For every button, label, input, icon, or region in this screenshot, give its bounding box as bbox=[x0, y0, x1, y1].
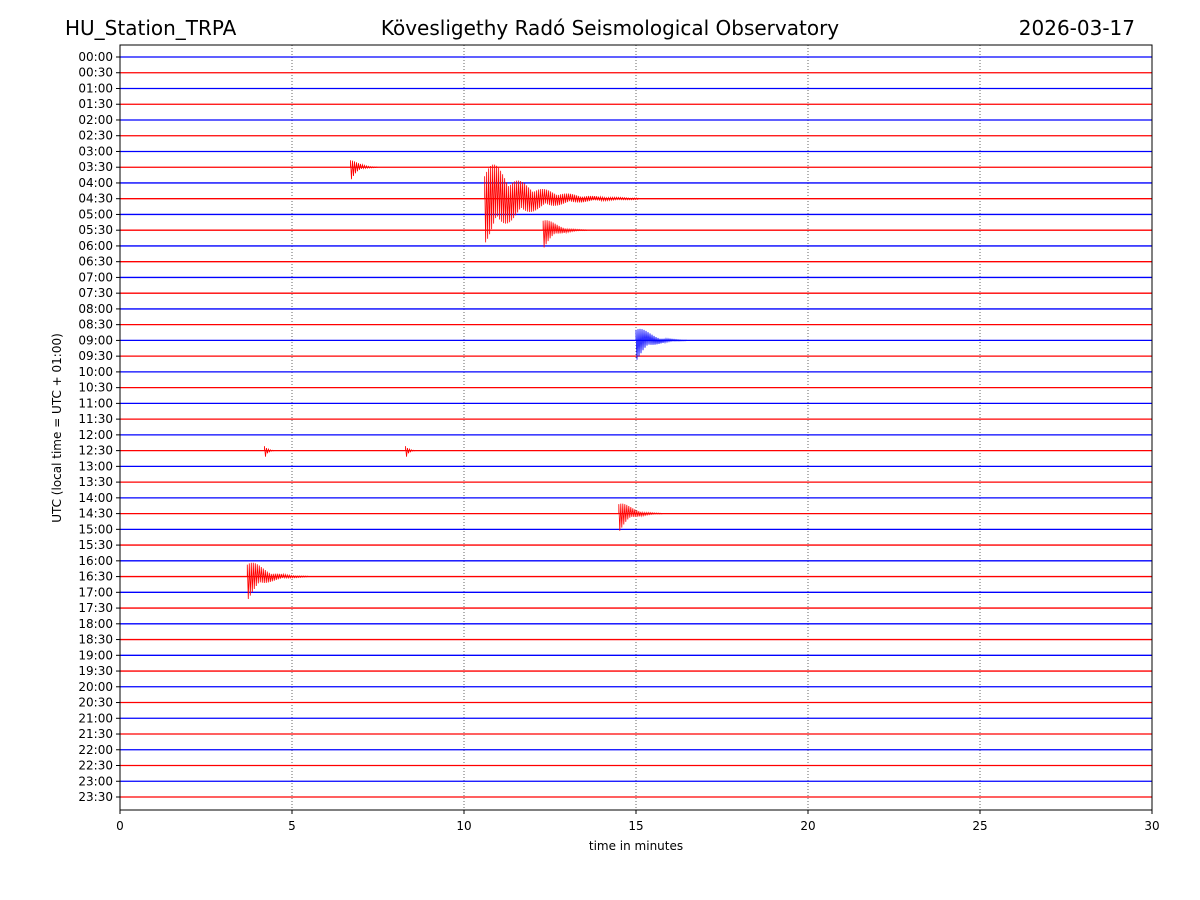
x-tick-label: 10 bbox=[456, 819, 471, 833]
y-tick-label: 05:30 bbox=[78, 223, 113, 237]
y-tick-label: 07:30 bbox=[78, 286, 113, 300]
y-tick-label: 21:00 bbox=[78, 711, 113, 725]
y-tick-label: 21:30 bbox=[78, 727, 113, 741]
y-tick-label: 10:00 bbox=[78, 365, 113, 379]
y-tick-label: 17:30 bbox=[78, 601, 113, 615]
y-tick-label: 17:00 bbox=[78, 585, 113, 599]
x-tick-label: 20 bbox=[800, 819, 815, 833]
y-tick-label: 06:30 bbox=[78, 255, 113, 269]
x-axis-label: time in minutes bbox=[589, 839, 683, 853]
event-waveform bbox=[264, 446, 275, 457]
y-tick-label: 11:30 bbox=[78, 412, 113, 426]
y-tick-label: 15:00 bbox=[78, 522, 113, 536]
station-label: HU_Station_TRPA bbox=[65, 16, 237, 40]
y-tick-label: 14:30 bbox=[78, 507, 113, 521]
x-tick-label: 25 bbox=[972, 819, 987, 833]
y-tick-label: 04:30 bbox=[78, 192, 113, 206]
y-tick-label: 00:30 bbox=[78, 66, 113, 80]
event-waveform bbox=[405, 446, 416, 457]
y-axis-label: UTC (local time = UTC + 01:00) bbox=[50, 333, 64, 523]
y-tick-label: 19:30 bbox=[78, 664, 113, 678]
event-waveform bbox=[618, 503, 664, 531]
x-tick-label: 15 bbox=[628, 819, 643, 833]
y-tick-label: 09:00 bbox=[78, 333, 113, 347]
y-tick-label: 02:30 bbox=[78, 129, 113, 143]
y-tick-label: 03:30 bbox=[78, 160, 113, 174]
event-waveform bbox=[635, 328, 688, 360]
y-tick-label: 16:30 bbox=[78, 570, 113, 584]
event-waveform bbox=[350, 160, 378, 180]
y-tick-label: 05:00 bbox=[78, 207, 113, 221]
y-tick-label: 00:00 bbox=[78, 50, 113, 64]
y-tick-label: 06:00 bbox=[78, 239, 113, 253]
x-tick-label: 5 bbox=[288, 819, 296, 833]
x-tick-label: 0 bbox=[116, 819, 124, 833]
date-label: 2026-03-17 bbox=[1019, 16, 1135, 40]
y-tick-label: 01:30 bbox=[78, 97, 113, 111]
y-tick-label: 13:00 bbox=[78, 459, 113, 473]
y-tick-label: 22:30 bbox=[78, 759, 113, 773]
y-tick-label: 07:00 bbox=[78, 270, 113, 284]
y-tick-label: 03:00 bbox=[78, 144, 113, 158]
y-tick-label: 10:30 bbox=[78, 381, 113, 395]
y-tick-label: 11:00 bbox=[78, 396, 113, 410]
y-tick-label: 12:00 bbox=[78, 428, 113, 442]
y-tick-label: 08:00 bbox=[78, 302, 113, 316]
y-tick-label: 18:00 bbox=[78, 617, 113, 631]
x-tick-label: 30 bbox=[1144, 819, 1159, 833]
y-tick-label: 15:30 bbox=[78, 538, 113, 552]
chart-title: Kövesligethy Radó Seismological Observat… bbox=[381, 16, 839, 40]
y-tick-label: 23:00 bbox=[78, 774, 113, 788]
y-tick-label: 20:30 bbox=[78, 696, 113, 710]
y-tick-label: 13:30 bbox=[78, 475, 113, 489]
y-tick-label: 18:30 bbox=[78, 633, 113, 647]
y-tick-label: 19:00 bbox=[78, 648, 113, 662]
y-tick-label: 20:00 bbox=[78, 680, 113, 694]
y-tick-label: 02:00 bbox=[78, 113, 113, 127]
y-tick-label: 14:00 bbox=[78, 491, 113, 505]
event-waveform bbox=[246, 562, 309, 599]
event-waveform bbox=[484, 164, 639, 243]
y-tick-label: 16:00 bbox=[78, 554, 113, 568]
plot-frame bbox=[119, 44, 1153, 811]
y-tick-label: 22:00 bbox=[78, 743, 113, 757]
y-tick-label: 23:30 bbox=[78, 790, 113, 804]
event-waveform bbox=[542, 220, 588, 248]
y-tick-label: 01:00 bbox=[78, 81, 113, 95]
y-tick-label: 08:30 bbox=[78, 318, 113, 332]
y-tick-label: 04:00 bbox=[78, 176, 113, 190]
y-tick-label: 12:30 bbox=[78, 444, 113, 458]
y-tick-label: 09:30 bbox=[78, 349, 113, 363]
